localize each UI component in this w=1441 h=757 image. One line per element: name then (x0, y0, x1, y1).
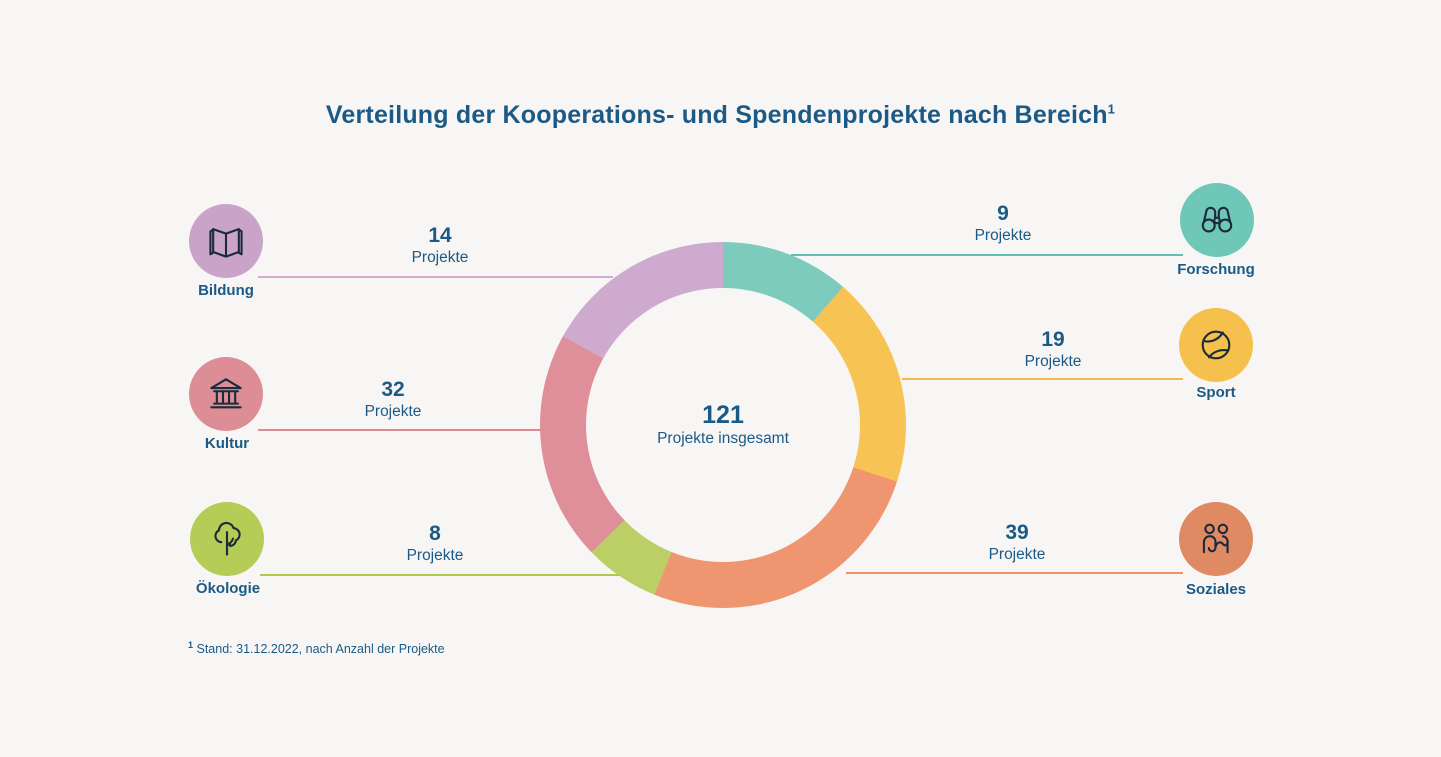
connector-line (791, 254, 1183, 256)
connector-line (258, 429, 541, 431)
category-icon-badge (1179, 502, 1253, 576)
category-icon-badge (189, 204, 263, 278)
item-unit: Projekte (411, 249, 469, 267)
donut-center-label: Projekte insgesamt (657, 430, 789, 448)
item-value-block: 8 Projekte (365, 522, 505, 567)
title-footnote-marker: 1 (1107, 101, 1116, 117)
footnote: 1 Stand: 31.12.2022, nach Anzahl der Pro… (188, 640, 445, 656)
item-value: 9 (997, 202, 1009, 225)
donut-center: 121 Projekte insgesamt (540, 242, 906, 608)
category-label: Soziales (1185, 581, 1247, 598)
donut-center-total: 121 (702, 400, 744, 429)
tree-icon (205, 517, 249, 561)
donut-hole (586, 288, 860, 562)
item-value: 19 (1041, 328, 1065, 351)
donut-chart: 121 Projekte insgesamt (540, 242, 906, 608)
tennis-ball-icon (1194, 323, 1238, 367)
item-value-block: 14 Projekte (370, 224, 510, 269)
item-unit: Projekte (988, 546, 1046, 564)
connector-line (260, 574, 620, 576)
category-icon-badge (189, 357, 263, 431)
category-label: Bildung (198, 282, 254, 299)
connector-line (846, 572, 1183, 574)
item-value-block: 19 Projekte (983, 328, 1123, 373)
category-icon-badge (1179, 308, 1253, 382)
footnote-text: Stand: 31.12.2022, nach Anzahl der Proje… (196, 642, 445, 657)
item-value-block: 9 Projekte (933, 202, 1073, 247)
connector-line (258, 276, 613, 278)
category-icon-badge (1180, 183, 1254, 257)
infographic-title: Verteilung der Kooperations- und Spenden… (0, 101, 1441, 130)
museum-icon (204, 372, 248, 416)
item-value: 32 (381, 378, 405, 401)
connector-line (902, 378, 1183, 380)
item-value-block: 39 Projekte (947, 521, 1087, 566)
book-open-icon (204, 219, 248, 263)
binoculars-icon (1195, 198, 1239, 242)
item-value: 14 (428, 224, 452, 247)
item-unit: Projekte (1024, 353, 1082, 371)
category-label: Kultur (204, 435, 250, 452)
item-value: 39 (1005, 521, 1029, 544)
category-icon-badge (190, 502, 264, 576)
category-label: Ökologie (195, 580, 261, 597)
item-value: 8 (429, 522, 441, 545)
item-unit: Projekte (406, 547, 464, 565)
category-label: Forschung (1177, 261, 1255, 278)
item-value-block: 32 Projekte (323, 378, 463, 423)
people-icon (1194, 517, 1238, 561)
title-text: Verteilung der Kooperations- und Spenden… (325, 101, 1108, 129)
item-unit: Projekte (364, 403, 422, 421)
item-unit: Projekte (974, 227, 1032, 245)
category-label: Sport (1196, 384, 1236, 401)
footnote-marker: 1 (188, 640, 194, 650)
